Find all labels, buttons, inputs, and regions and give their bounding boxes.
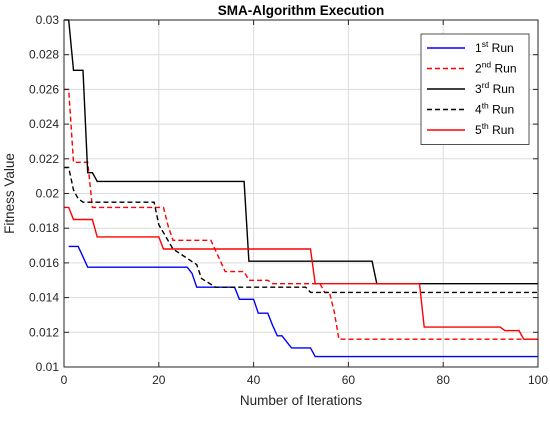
- y-tick-label: 0.028: [29, 48, 59, 62]
- y-tick-label: 0.022: [29, 152, 59, 166]
- legend-label-run-2: 2nd Run: [475, 60, 517, 76]
- y-tick-label: 0.012: [29, 325, 59, 339]
- legend-ordinal: 5: [475, 123, 482, 137]
- axis-ticks: 0 20 40 60 80 100 0.01 0.012 0.014 0.016 0.018 0.02…: [29, 13, 548, 387]
- x-tick-label: 80: [437, 373, 451, 387]
- y-tick-label: 0.026: [29, 82, 59, 96]
- legend-ordinal: 3: [475, 82, 482, 96]
- x-tick-label: 60: [342, 373, 356, 387]
- y-tick-label: 0.024: [29, 117, 59, 131]
- y-tick-label: 0.01: [36, 360, 60, 374]
- series-line-run-1: [68, 245, 538, 358]
- legend-label-run-1: 1st Run: [475, 39, 514, 55]
- legend-ordinal: 2: [475, 62, 482, 76]
- series-line-run-5: [64, 206, 538, 340]
- y-tick-label: 0.014: [29, 291, 59, 305]
- y-tick-label: 0.03: [36, 13, 60, 27]
- y-tick-label: 0.02: [36, 187, 60, 201]
- legend-superscript: rd: [482, 80, 490, 90]
- legend-superscript: th: [482, 121, 489, 131]
- legend-suffix: Run: [488, 41, 513, 55]
- series-line-run-2: [64, 88, 538, 340]
- legend-suffix: Run: [489, 123, 514, 137]
- legend-superscript: nd: [482, 60, 492, 70]
- legend-label-run-4: 4th Run: [475, 101, 514, 117]
- series-line-run-3: [64, 19, 538, 285]
- series-layer: [64, 19, 538, 358]
- legend-label-run-3: 3rd Run: [475, 80, 515, 96]
- y-axis-label: Fitness Value: [2, 153, 17, 234]
- legend-suffix: Run: [491, 62, 516, 76]
- legend-superscript: st: [482, 39, 489, 49]
- legend-label-run-5: 5th Run: [475, 121, 514, 137]
- x-axis-label: Number of Iterations: [240, 393, 363, 408]
- y-tick-label: 0.016: [29, 256, 59, 270]
- x-tick-label: 100: [528, 373, 548, 387]
- legend-ordinal: 4: [475, 103, 482, 117]
- x-tick-label: 40: [247, 373, 261, 387]
- legend-suffix: Run: [489, 82, 514, 96]
- x-tick-label: 20: [152, 373, 166, 387]
- x-tick-label: 0: [61, 373, 68, 387]
- chart-title: SMA-Algorithm Execution: [218, 3, 385, 18]
- legend-ordinal: 1: [475, 41, 482, 55]
- legend-superscript: th: [482, 101, 489, 111]
- legend-suffix: Run: [489, 103, 514, 117]
- y-tick-label: 0.018: [29, 221, 59, 235]
